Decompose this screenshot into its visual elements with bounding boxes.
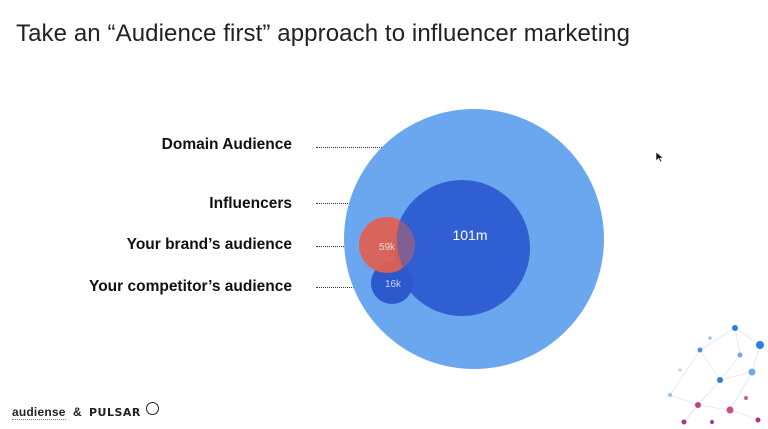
label-influencers: Influencers (209, 195, 292, 212)
leader-line-competitor (316, 287, 376, 288)
label-brand-audience: Your brand’s audience (126, 236, 292, 253)
audiense-logo: audiense (12, 405, 66, 420)
label-domain-audience: Domain Audience (161, 136, 292, 153)
influencers-circle (394, 180, 530, 316)
pulsar-badge-icon (146, 402, 160, 415)
leader-line-brand (316, 246, 364, 247)
ampersand: & (72, 405, 82, 419)
competitor-audience-circle (371, 262, 413, 304)
pulsar-logo: PULSAR (88, 406, 141, 419)
brand-value-label: 59k (379, 242, 396, 253)
competitor-value-label: 16k (385, 279, 402, 290)
mouse-cursor-icon (655, 151, 665, 163)
label-competitor-audience: Your competitor’s audience (89, 278, 292, 295)
influencers-value-label: 101m (452, 227, 487, 243)
footer-logos: audiense & PULSAR (12, 402, 160, 420)
leader-line-domain (316, 147, 388, 148)
brand-influencer-overlap (396, 220, 416, 268)
network-graph-decoration (668, 325, 764, 425)
slide-title: Take an “Audience first” approach to inf… (16, 20, 631, 47)
